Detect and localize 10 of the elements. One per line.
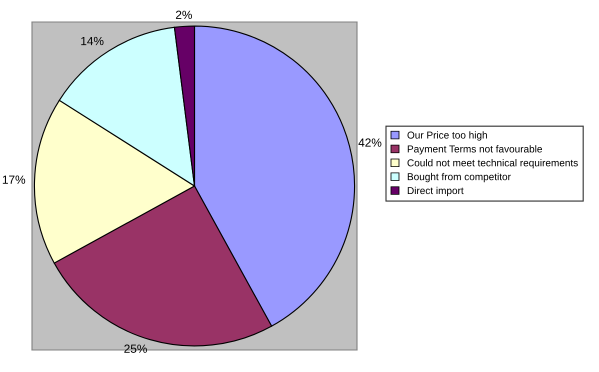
data-label: 42% bbox=[358, 138, 382, 147]
legend-label: Payment Terms not favourable bbox=[408, 145, 542, 154]
data-label: 2% bbox=[176, 10, 192, 19]
legend-label: Bought from competitor bbox=[408, 172, 511, 182]
legend-label: Could not meet technical requirements bbox=[408, 159, 578, 168]
legend-label: Our Price too high bbox=[407, 131, 487, 141]
legend-label: Direct import bbox=[408, 186, 464, 196]
data-label: 25% bbox=[124, 344, 147, 353]
data-label: 14% bbox=[81, 36, 104, 46]
data-label: 17% bbox=[2, 176, 26, 184]
